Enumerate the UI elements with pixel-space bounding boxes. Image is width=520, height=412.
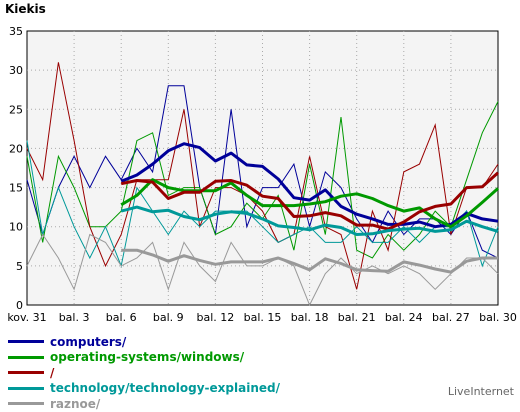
series-average-line bbox=[120, 171, 500, 231]
x-tick-label: bal. 6 bbox=[106, 311, 137, 324]
x-tick-label: bal. 21 bbox=[338, 311, 376, 324]
y-tick-label: 15 bbox=[9, 182, 23, 195]
x-tick-label: bal. 15 bbox=[244, 311, 282, 324]
legend-item: technology/technology-explained/ bbox=[8, 381, 280, 397]
x-tick-label: kov. 31 bbox=[7, 311, 46, 324]
x-tick-label: bal. 24 bbox=[385, 311, 423, 324]
series-average-line bbox=[121, 248, 498, 274]
series-daily-line bbox=[26, 62, 499, 290]
series-average-line bbox=[120, 178, 499, 229]
x-tick-label: bal. 30 bbox=[479, 311, 517, 324]
series-average-line bbox=[120, 205, 499, 236]
y-tick-label: 35 bbox=[9, 25, 23, 38]
y-tick-labels: 0 5 10 15 20 25 30 35 bbox=[9, 25, 23, 312]
x-tick-label: bal. 12 bbox=[197, 311, 235, 324]
x-tick-label: bal. 3 bbox=[59, 311, 90, 324]
legend-item: operating-systems/windows/ bbox=[8, 350, 280, 366]
legend-label: / bbox=[50, 365, 55, 380]
series-daily-line bbox=[26, 85, 499, 259]
legend-label: computers/ bbox=[50, 334, 127, 349]
legend-item: / bbox=[8, 365, 280, 381]
x-tick-labels: kov. 31 bal. 3 bal. 6 bal. 9 bal. 12 bal. 15 b… bbox=[7, 311, 517, 324]
chart-title: Kiekis bbox=[5, 2, 46, 16]
x-tick-label: bal. 27 bbox=[432, 311, 470, 324]
legend-label: raznoe/ bbox=[50, 396, 101, 411]
y-tick-label: 20 bbox=[9, 142, 23, 155]
series-daily-line bbox=[26, 140, 499, 268]
y-tick-label: 0 bbox=[16, 299, 23, 312]
legend-swatch bbox=[8, 386, 44, 390]
series-lines bbox=[26, 62, 500, 307]
legend-item: computers/ bbox=[8, 334, 280, 350]
y-tick-label: 30 bbox=[9, 64, 23, 77]
y-tick-label: 10 bbox=[9, 221, 23, 234]
x-tick-label: bal. 9 bbox=[153, 311, 184, 324]
series-daily-line bbox=[26, 233, 499, 307]
series-average-line bbox=[120, 142, 499, 229]
x-tick-label: bal. 18 bbox=[291, 311, 329, 324]
brand-label: LiveInternet bbox=[447, 385, 514, 398]
legend-label: technology/technology-explained/ bbox=[50, 381, 280, 396]
y-tick-label: 5 bbox=[16, 260, 23, 273]
legend-item: raznoe/ bbox=[8, 396, 280, 412]
y-tick-label: 25 bbox=[9, 103, 23, 116]
legend-swatch bbox=[8, 340, 44, 344]
legend: computers/operating-systems/windows// tec… bbox=[8, 334, 280, 412]
legend-swatch bbox=[8, 402, 44, 406]
legend-swatch bbox=[8, 371, 44, 375]
legend-label: operating-systems/windows/ bbox=[50, 350, 245, 365]
legend-swatch bbox=[8, 355, 44, 359]
